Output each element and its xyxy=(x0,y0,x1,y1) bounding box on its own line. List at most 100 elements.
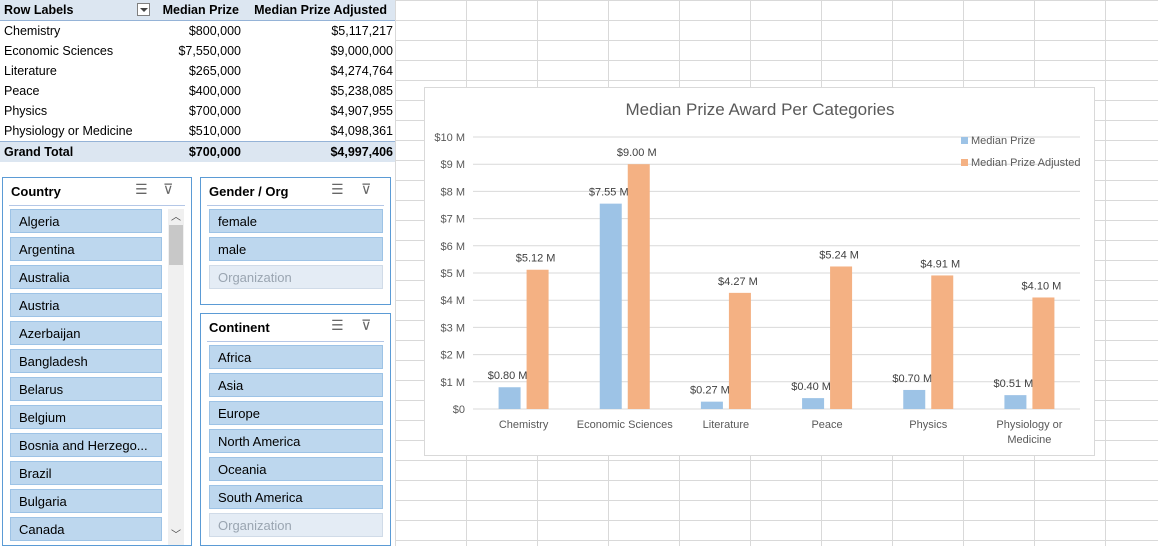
pivot-row[interactable]: Chemistry $800,000 $5,117,217 xyxy=(0,21,395,41)
x-tick-label: Peace xyxy=(811,419,842,431)
pivot-row-adjusted: $5,117,217 xyxy=(331,24,393,38)
pivot-row[interactable]: Physiology or Medicine $510,000 $4,098,361 xyxy=(0,121,395,141)
continent-slicer-title: Continent xyxy=(209,320,270,335)
data-label: $0.40 M xyxy=(791,381,831,393)
pivot-row[interactable]: Literature $265,000 $4,274,764 xyxy=(0,61,395,81)
clear-filter-icon[interactable]: ⊽ xyxy=(163,181,174,197)
median-prize-adjusted-header[interactable]: Median Prize Adjusted xyxy=(254,3,387,17)
legend-swatch xyxy=(961,137,968,144)
slicer-item-gender[interactable]: female xyxy=(209,209,383,233)
slicer-item-continent-no-data[interactable]: Organization xyxy=(209,513,383,537)
scroll-up-icon[interactable]: ︿ xyxy=(171,212,181,223)
slicer-divider xyxy=(9,205,185,206)
slicer-item-country[interactable]: Bosnia and Herzego... xyxy=(10,433,162,457)
y-tick-label: $5 M xyxy=(441,268,465,280)
pivot-row-label: Physics xyxy=(4,104,48,118)
data-label: $5.24 M xyxy=(819,249,859,261)
bar-median-prize-adjusted xyxy=(627,164,650,409)
slicer-item-country[interactable]: Brazil xyxy=(10,461,162,485)
bar-median-prize-adjusted xyxy=(931,275,954,409)
data-label: $4.91 M xyxy=(920,258,960,270)
slicer-item-country[interactable]: Belgium xyxy=(10,405,162,429)
grand-total-adjusted: $4,997,406 xyxy=(330,145,393,159)
scroll-down-icon[interactable]: ﹀ xyxy=(171,530,181,541)
pivot-row-adjusted: $4,098,361 xyxy=(330,124,393,138)
country-slicer[interactable]: Country ☰ ⊽ Algeria Argentina Australia Aus… xyxy=(2,177,192,546)
pivot-table[interactable]: Row Labels Median Prize Median Prize Adj… xyxy=(0,0,395,162)
y-tick-label: $6 M xyxy=(441,241,465,253)
y-tick-label: $0 xyxy=(453,404,465,416)
median-prize-header[interactable]: Median Prize xyxy=(162,3,239,17)
clear-filter-icon[interactable]: ⊽ xyxy=(361,317,372,333)
pivot-row-median: $7,550,000 xyxy=(178,44,241,58)
pivot-row[interactable]: Economic Sciences $7,550,000 $9,000,000 xyxy=(0,41,395,61)
x-tick-label: Economic Sciences xyxy=(577,419,673,431)
bar-median-prize-adjusted xyxy=(526,269,549,409)
slicer-item-country[interactable]: Austria xyxy=(10,293,162,317)
slicer-item-country[interactable]: Argentina xyxy=(10,237,162,261)
multi-select-icon[interactable]: ☰ xyxy=(331,181,344,197)
slicer-item-continent[interactable]: Europe xyxy=(209,401,383,425)
pivot-row-label: Peace xyxy=(4,84,40,98)
slicer-item-country[interactable]: Canada xyxy=(10,517,162,541)
grand-total-median: $700,000 xyxy=(188,145,241,159)
continent-slicer[interactable]: Continent ☰ ⊽ Africa Asia Europe North Amer… xyxy=(200,313,391,546)
slicer-divider xyxy=(207,205,384,206)
pivot-row[interactable]: Physics $700,000 $4,907,955 xyxy=(0,101,395,121)
grand-total-row: Grand Total $700,000 $4,997,406 xyxy=(0,141,395,162)
row-labels-header[interactable]: Row Labels xyxy=(4,3,74,17)
slicer-item-country[interactable]: Algeria xyxy=(10,209,162,233)
pivot-row-adjusted: $5,238,085 xyxy=(330,84,393,98)
pivot-row[interactable]: Peace $400,000 $5,238,085 xyxy=(0,81,395,101)
clear-filter-icon[interactable]: ⊽ xyxy=(361,181,372,197)
legend-label: Median Prize xyxy=(971,135,1035,147)
bar-median-prize xyxy=(903,389,926,409)
slicer-item-country[interactable]: Belarus xyxy=(10,377,162,401)
x-tick-label: Literature xyxy=(703,419,749,431)
pivot-row-median: $700,000 xyxy=(188,104,241,118)
data-label: $4.10 M xyxy=(1022,280,1062,292)
country-scrollbar[interactable]: ︿ ﹀ xyxy=(168,209,184,545)
pivot-row-label: Literature xyxy=(4,64,57,78)
slicer-item-country[interactable]: Bangladesh xyxy=(10,349,162,373)
slicer-item-gender-no-data[interactable]: Organization xyxy=(209,265,383,289)
y-tick-label: $7 M xyxy=(441,214,465,226)
slicer-item-country[interactable]: Bulgaria xyxy=(10,489,162,513)
x-tick-label: Medicine xyxy=(1007,434,1051,446)
pivot-row-median: $800,000 xyxy=(188,24,241,38)
slicer-item-country[interactable]: Australia xyxy=(10,265,162,289)
multi-select-icon[interactable]: ☰ xyxy=(135,181,148,197)
slicer-item-continent[interactable]: Oceania xyxy=(209,457,383,481)
y-tick-label: $10 M xyxy=(434,132,465,144)
x-tick-label: Physiology or xyxy=(996,419,1062,431)
slicer-item-continent[interactable]: Asia xyxy=(209,373,383,397)
multi-select-icon[interactable]: ☰ xyxy=(331,317,344,333)
gender-org-slicer[interactable]: Gender / Org ☰ ⊽ female male Organization xyxy=(200,177,391,305)
bar-median-prize xyxy=(498,387,521,409)
data-label: $9.00 M xyxy=(617,147,657,159)
pivot-row-median: $265,000 xyxy=(188,64,241,78)
data-label: $0.70 M xyxy=(892,373,932,385)
bar-median-prize-adjusted xyxy=(1032,297,1055,409)
chart-title: Median Prize Award Per Categories xyxy=(626,100,895,119)
data-label: $0.51 M xyxy=(994,378,1034,390)
legend-label: Median Prize Adjusted xyxy=(971,157,1080,169)
slicer-item-continent[interactable]: South America xyxy=(209,485,383,509)
pivot-row-adjusted: $4,907,955 xyxy=(330,104,393,118)
country-slicer-title: Country xyxy=(11,184,61,199)
y-tick-label: $4 M xyxy=(441,295,465,307)
legend-swatch xyxy=(961,159,968,166)
dropdown-arrow-icon[interactable] xyxy=(137,3,150,16)
scroll-thumb[interactable] xyxy=(169,225,183,265)
bar-median-prize xyxy=(700,401,723,409)
slicer-item-country[interactable]: Azerbaijan xyxy=(10,321,162,345)
slicer-item-continent[interactable]: North America xyxy=(209,429,383,453)
median-prize-chart[interactable]: Median Prize Award Per Categories $0 $1 M $… xyxy=(424,87,1095,456)
grand-total-label: Grand Total xyxy=(4,145,74,159)
x-tick-label: Physics xyxy=(909,419,947,431)
slicer-item-continent[interactable]: Africa xyxy=(209,345,383,369)
y-tick-label: $1 M xyxy=(441,377,465,389)
slicer-item-gender[interactable]: male xyxy=(209,237,383,261)
bar-median-prize-adjusted xyxy=(728,292,751,409)
chart-canvas: Median Prize Award Per Categories $0 $1 M $… xyxy=(434,100,1080,446)
